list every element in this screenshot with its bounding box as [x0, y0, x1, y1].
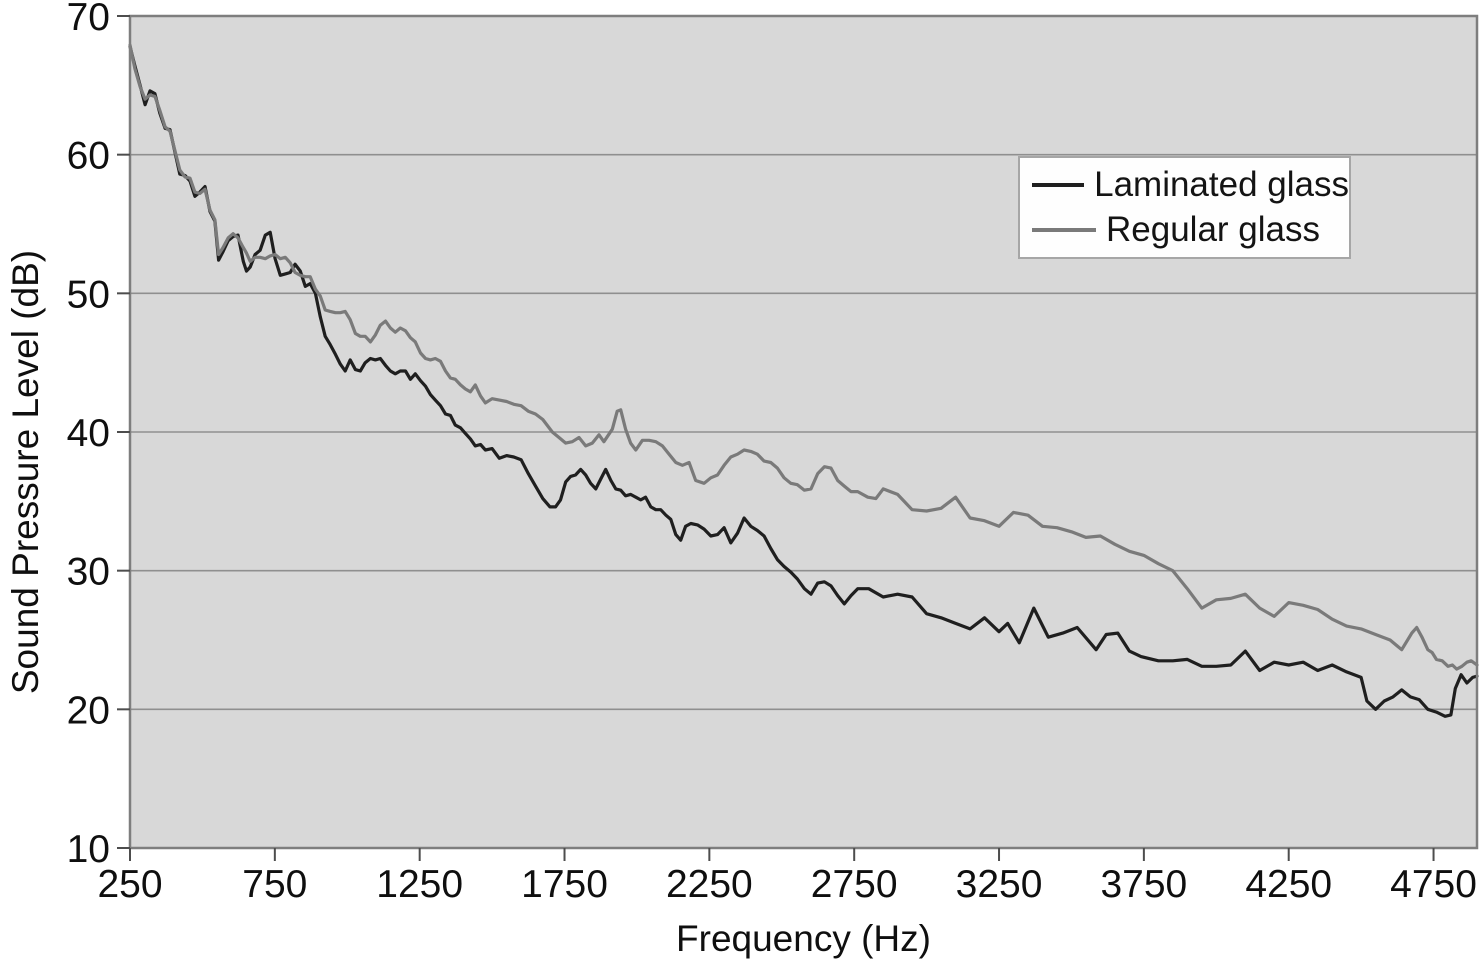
y-axis-tick-labels: 10 20 30 40 50 60 70: [67, 0, 110, 871]
gridlines: [130, 153, 1477, 711]
legend-line-swatch-laminated-glass: [1032, 182, 1085, 187]
x-tick-label-750: 750: [242, 863, 307, 906]
y-tick-label-60: 60: [67, 135, 110, 178]
y-tick-label-30: 30: [67, 551, 110, 594]
y-axis-ticks: [117, 15, 130, 849]
series-line-laminated-glass: [128, 44, 1479, 718]
y-tick-label-40: 40: [67, 412, 110, 455]
x-axis-tick-labels: 250 750 1250 1750 2250 2750 3250 3750 4250 4750: [97, 863, 1476, 906]
series-lines: [128, 43, 1479, 718]
x-tick-label-250: 250: [97, 863, 162, 906]
x-axis-ticks: [129, 848, 1435, 861]
x-tick-label-1750: 1750: [521, 863, 608, 906]
x-tick-label-4250: 4250: [1245, 863, 1332, 906]
y-tick-label-70: 70: [67, 0, 110, 39]
x-axis-title: Frequency (Hz): [676, 918, 931, 959]
y-tick-label-10: 10: [67, 828, 110, 871]
x-tick-label-1250: 1250: [376, 863, 463, 906]
x-tick-label-2250: 2250: [666, 863, 753, 906]
y-axis-title: Sound Pressure Level (dB): [5, 249, 46, 695]
legend-item-laminated-glass: Laminated glass: [1032, 165, 1349, 205]
legend-item-regular-glass: Regular glass: [1032, 210, 1349, 250]
x-tick-label-4750: 4750: [1390, 863, 1477, 906]
legend-label-regular-glass: Regular glass: [1106, 210, 1320, 250]
y-tick-label-20: 20: [67, 689, 110, 732]
legend: Laminated glass Regular glass: [1018, 156, 1351, 259]
series-line-regular-glass: [128, 43, 1479, 671]
x-tick-label-3250: 3250: [956, 863, 1043, 906]
x-tick-label-3750: 3750: [1100, 863, 1187, 906]
legend-label-laminated-glass: Laminated glass: [1094, 164, 1349, 204]
y-tick-label-50: 50: [67, 273, 110, 316]
y-axis-title-container: Sound Pressure Level (dB): [0, 56, 52, 888]
x-tick-label-2750: 2750: [811, 863, 898, 906]
legend-line-swatch-regular-glass: [1032, 228, 1096, 233]
